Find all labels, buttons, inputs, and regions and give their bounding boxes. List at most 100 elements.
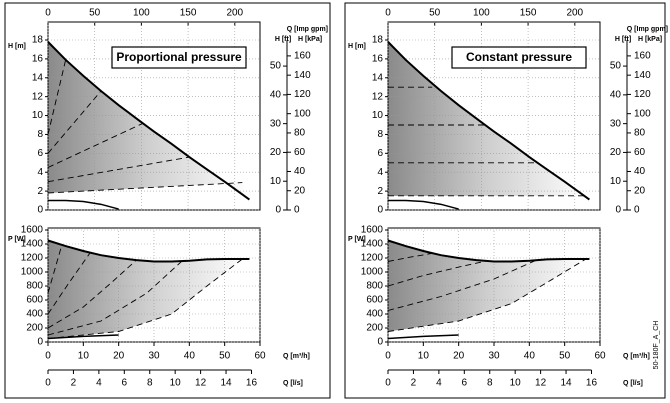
x2-tick-label: 12	[195, 378, 207, 389]
y2-tick-label: 40	[610, 90, 622, 101]
y-tick-label: 12	[372, 91, 384, 102]
curve	[47, 334, 119, 340]
axis-label: Q [l/s]	[283, 380, 303, 387]
y3-tick-label: 160	[634, 51, 651, 62]
x2-tick-label: 16	[246, 378, 258, 389]
y-tick-label: 1200	[21, 253, 44, 264]
dashed-curve	[387, 258, 587, 332]
y-tick-label: 10	[372, 110, 384, 121]
y-tick-label: 0	[37, 205, 43, 216]
axis-label: Q [Imp gpm]	[287, 26, 328, 33]
x-tick-label: 0	[45, 351, 51, 362]
y2-tick-label: 20	[610, 147, 622, 158]
x-tick-label: 10	[78, 351, 90, 362]
x2-tick-label: 0	[45, 378, 51, 389]
y-tick-label: 1000	[21, 267, 44, 278]
y2-tick-label: 40	[270, 90, 282, 101]
x-tick-label: 100	[473, 8, 490, 19]
y-tick-label: 16	[372, 54, 384, 65]
operating-area	[388, 41, 590, 200]
y2-tick-label: 0	[275, 205, 281, 216]
curve	[387, 41, 590, 201]
y-tick-label: 10	[32, 110, 44, 121]
chart-title: Constant pressure	[466, 50, 572, 64]
y-tick-label: 14	[372, 72, 384, 83]
axis-label: H [m]	[348, 43, 366, 50]
x2-tick-label: 12	[535, 378, 547, 389]
y-tick-label: 0	[37, 337, 43, 348]
y3-tick-label: 60	[294, 147, 306, 158]
y2-tick-label: 20	[270, 147, 282, 158]
x-tick-label: 40	[524, 351, 536, 362]
y-tick-label: 18	[32, 35, 44, 46]
y-tick-label: 1400	[361, 239, 384, 250]
x2-tick-label: 14	[560, 378, 572, 389]
y-tick-label: 4	[37, 167, 43, 178]
y-tick-label: 8	[37, 129, 43, 140]
axis-label: Q [l/s]	[623, 380, 643, 387]
dashed-curve	[47, 59, 67, 135]
axis-label: P [W]	[8, 236, 26, 243]
y-tick-label: 6	[37, 148, 43, 159]
x-tick-label: 60	[594, 351, 606, 362]
dashed-curve	[387, 260, 488, 287]
y-tick-label: 0	[377, 337, 383, 348]
axis-label: Q [m³/h]	[283, 353, 310, 360]
y3-tick-label: 80	[294, 128, 306, 139]
y-tick-label: 400	[26, 309, 43, 320]
y3-tick-label: 140	[634, 70, 651, 81]
y3-tick-label: 120	[294, 89, 311, 100]
y-tick-label: 1600	[361, 225, 384, 236]
y-tick-label: 200	[366, 323, 383, 334]
x-tick-label: 150	[180, 8, 197, 19]
x-tick-label: 30	[148, 351, 160, 362]
x-tick-label: 0	[385, 8, 391, 19]
y2-tick-label: 10	[610, 176, 622, 187]
axis-label: H [kPa]	[638, 36, 662, 43]
x-tick-label: 20	[453, 351, 465, 362]
title-box	[111, 46, 247, 69]
y3-tick-label: 80	[634, 128, 646, 139]
x-tick-label: 50	[429, 8, 441, 19]
y-tick-label: 800	[366, 281, 383, 292]
x2-tick-label: 16	[586, 378, 598, 389]
dashed-curve	[47, 260, 183, 336]
dashed-curve	[387, 259, 537, 311]
y-tick-label: 800	[26, 281, 43, 292]
y-tick-label: 12	[32, 91, 44, 102]
x2-tick-label: 6	[122, 378, 128, 389]
y2-tick-label: 30	[610, 118, 622, 129]
x-tick-label: 0	[45, 8, 51, 19]
y-tick-label: 4	[377, 167, 383, 178]
dashed-curve	[47, 90, 102, 154]
y3-tick-label: 160	[294, 51, 311, 62]
y-tick-label: 1000	[361, 267, 384, 278]
x2-tick-label: 4	[436, 378, 442, 389]
x2-tick-label: 8	[487, 378, 493, 389]
y2-tick-label: 50	[610, 61, 622, 72]
y-tick-label: 1600	[21, 225, 44, 236]
x-tick-label: 40	[184, 351, 196, 362]
y-tick-label: 16	[32, 54, 44, 65]
y-tick-label: 8	[377, 129, 383, 140]
title-box	[451, 46, 587, 69]
x2-tick-label: 0	[385, 378, 391, 389]
curve	[47, 239, 250, 263]
y3-tick-label: 120	[634, 89, 651, 100]
axis-label: P [W]	[348, 236, 366, 243]
x-tick-label: 10	[418, 351, 430, 362]
x2-tick-label: 14	[220, 378, 232, 389]
y-tick-label: 18	[372, 35, 384, 46]
y-tick-label: 1400	[21, 239, 44, 250]
y-tick-label: 200	[26, 323, 43, 334]
y2-tick-label: 10	[270, 176, 282, 187]
y-tick-label: 6	[377, 148, 383, 159]
y3-tick-label: 20	[294, 185, 306, 196]
x2-tick-label: 4	[96, 378, 102, 389]
y3-tick-label: 40	[634, 166, 646, 177]
y-tick-label: 400	[366, 309, 383, 320]
y2-tick-label: 50	[270, 61, 282, 72]
operating-area	[48, 240, 250, 339]
figure-code: 50-180F_A_CH	[653, 321, 660, 370]
